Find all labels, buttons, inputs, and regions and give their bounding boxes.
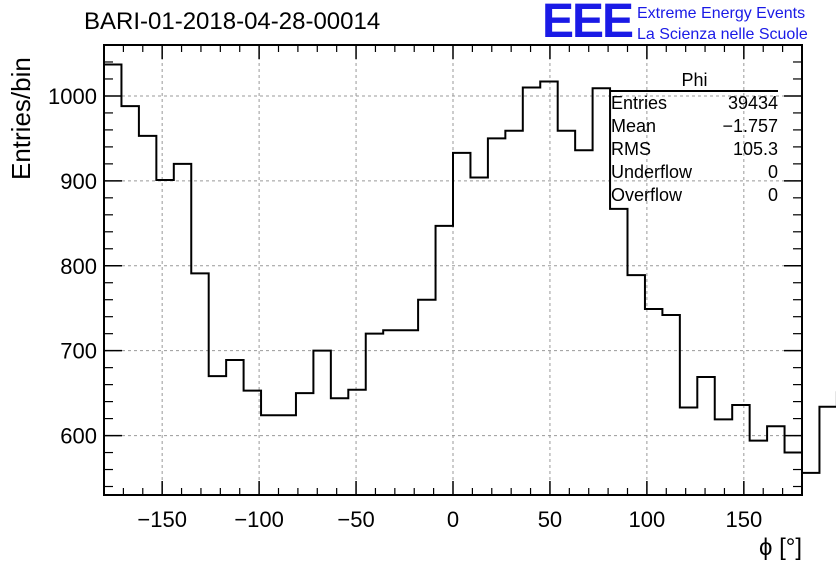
x-tick-label: −50 (337, 507, 374, 532)
x-tick-label: −100 (234, 507, 284, 532)
stats-row-mean: Mean −1.757 (611, 115, 778, 138)
x-axis-label: ϕ [°] (758, 534, 802, 561)
y-axis-label: Entries/bin (6, 57, 36, 180)
brand-text: Extreme Energy Events La Scienza nelle S… (637, 3, 808, 45)
stats-value: −1.757 (722, 116, 778, 136)
chart-title: BARI-01-2018-04-28-00014 (84, 8, 381, 35)
stats-value: 0 (767, 185, 778, 205)
stats-value: 39434 (727, 93, 778, 113)
y-tick-label: 900 (60, 169, 97, 194)
stats-label: Overflow (611, 185, 683, 205)
x-tick-label: 100 (629, 507, 666, 532)
stats-label: Mean (611, 116, 657, 136)
stats-label: Underflow (611, 162, 693, 182)
stats-row-underflow: Underflow 0 (611, 161, 778, 184)
x-tick-label: 0 (447, 507, 459, 532)
x-tick-label: 50 (538, 507, 562, 532)
stats-value: 105.3 (732, 139, 778, 159)
stats-row-overflow: Overflow 0 (611, 184, 778, 207)
stats-label: Entries (611, 93, 668, 113)
stats-box: Phi Entries 39434 Mean −1.757 RMS 105.3 … (611, 70, 778, 207)
y-tick-label: 800 (60, 254, 97, 279)
plot-frame (103, 44, 803, 496)
x-tick-label: −150 (137, 507, 187, 532)
stats-row-rms: RMS 105.3 (611, 138, 778, 161)
y-tick-label: 700 (60, 339, 97, 364)
tick-labels: −150 −100 −50 0 50 100 150 600 700 800 900 1000 (48, 84, 762, 532)
brand-line-1: Extreme Energy Events (637, 5, 806, 22)
stats-value: 0 (767, 162, 778, 182)
x-tick-label: 150 (725, 507, 762, 532)
brand-line-2: La Scienza nelle Scuole (637, 26, 808, 43)
y-tick-label: 600 (60, 424, 97, 449)
stats-name: Phi (611, 70, 778, 92)
eee-logo: EEE (542, 0, 634, 48)
grid-lines (104, 45, 802, 495)
stats-row-entries: Entries 39434 (611, 92, 778, 115)
histogram-line (104, 63, 836, 474)
stats-label: RMS (611, 139, 651, 159)
y-tick-label: 1000 (48, 84, 97, 109)
